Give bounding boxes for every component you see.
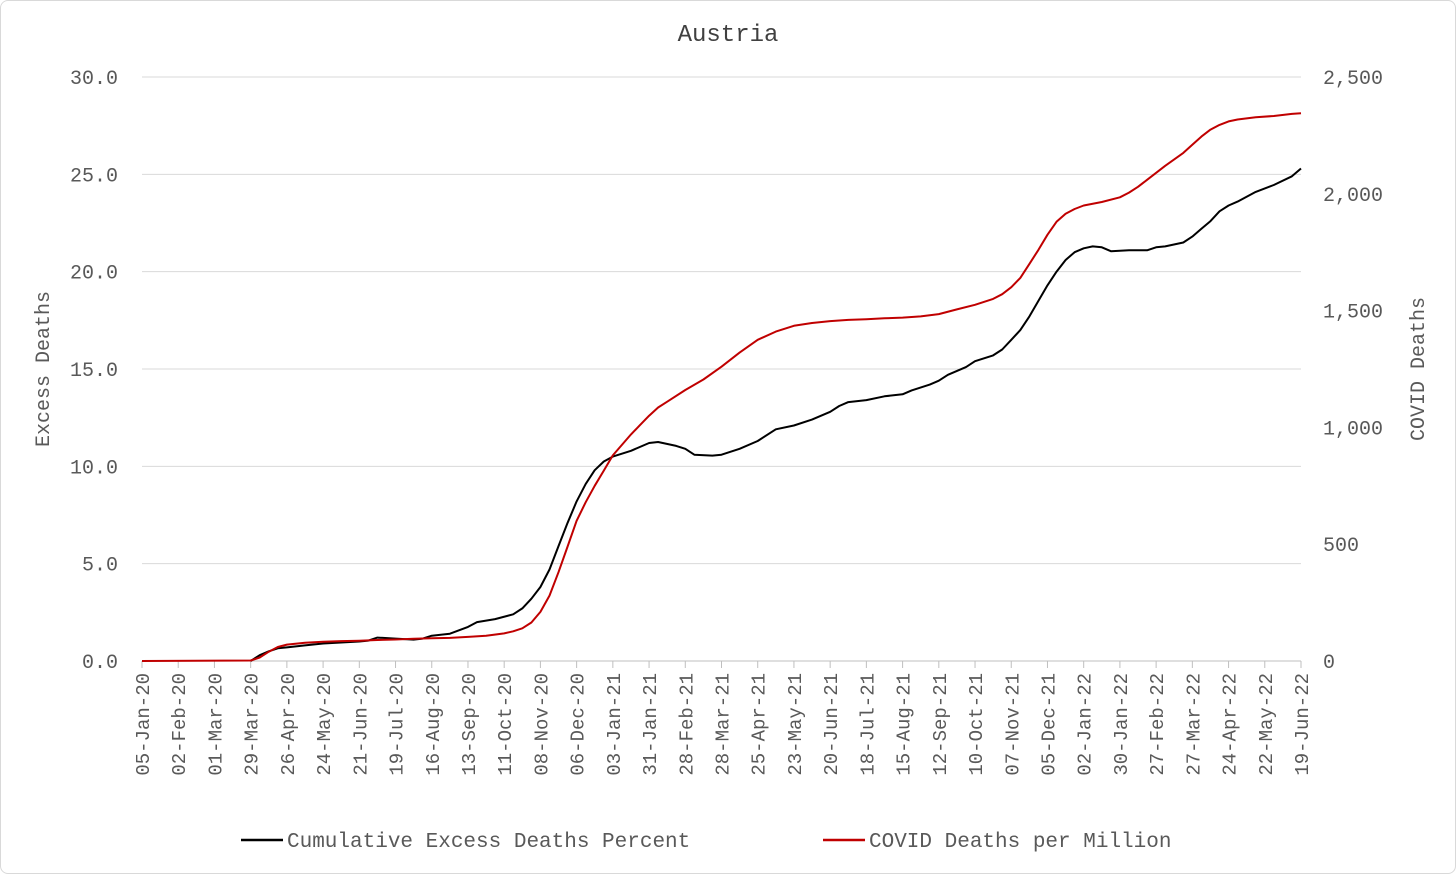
x-tick-label: 18-Jul-21 [857,673,879,776]
left-tick-label: 15.0 [70,360,118,383]
right-axis-ticks: 0 500 1,000 1,500 2,000 2,500 [1323,68,1383,675]
left-tick-label: 30.0 [70,68,118,91]
x-tick-label: 19-Jun-22 [1292,673,1314,776]
x-tick-label: 22-May-22 [1256,673,1278,776]
right-tick-label: 2,000 [1323,185,1383,208]
left-tick-label: 25.0 [70,165,118,188]
chart-title: Austria [678,22,779,49]
x-tick-label: 20-Jun-21 [821,673,843,776]
x-tick-label: 12-Sep-21 [930,673,952,776]
x-axis-ticks: 05-Jan-20 02-Feb-20 01-Mar-20 29-Mar-20 26-A… [133,661,1314,776]
x-tick-label: 19-Jul-20 [387,673,409,776]
x-tick-label: 15-Aug-21 [894,673,916,776]
left-tick-label: 0.0 [82,652,118,675]
x-tick-label: 23-May-21 [785,673,807,776]
right-tick-label: 2,500 [1323,68,1383,91]
x-tick-label: 13-Sep-20 [459,673,481,776]
x-tick-label: 21-Jun-20 [350,673,372,776]
x-tick-label: 26-Apr-20 [278,673,300,776]
x-tick-label: 03-Jan-21 [604,673,626,776]
right-tick-label: 1,500 [1323,302,1383,325]
x-tick-label: 28-Mar-21 [713,673,735,776]
legend-label-covid: COVID Deaths per Million [869,831,1171,854]
gridlines [142,76,1301,662]
x-tick-label: 11-Oct-20 [495,673,517,776]
left-tick-label: 20.0 [70,263,118,286]
x-tick-label: 24-Apr-22 [1220,673,1242,776]
x-tick-label: 02-Feb-20 [169,673,191,776]
x-tick-label: 27-Mar-22 [1183,673,1205,776]
legend: Cumulative Excess Deaths Percent COVID D… [241,831,1171,854]
x-tick-label: 16-Aug-20 [423,673,445,776]
right-tick-label: 1,000 [1323,418,1383,441]
left-tick-label: 5.0 [82,555,118,578]
x-tick-label: 27-Feb-22 [1147,673,1169,776]
x-tick-label: 02-Jan-22 [1075,673,1097,776]
x-tick-label: 05-Jan-20 [133,673,155,776]
right-tick-label: 0 [1323,652,1335,675]
x-tick-label: 28-Feb-21 [676,673,698,776]
x-tick-label: 01-Mar-20 [205,673,227,776]
x-tick-label: 30-Jan-22 [1111,673,1133,776]
left-axis-label: Excess Deaths [33,291,56,447]
covid-deaths-line [141,112,1302,662]
x-tick-label: 25-Apr-21 [749,673,771,776]
x-tick-label: 05-Dec-21 [1038,673,1060,776]
left-axis-ticks: 0.0 5.0 10.0 15.0 20.0 25.0 30.0 [70,68,118,675]
legend-label-excess: Cumulative Excess Deaths Percent [287,831,690,854]
x-tick-label: 31-Jan-21 [640,673,662,776]
x-tick-label: 10-Oct-21 [966,673,988,776]
excess-deaths-line [250,167,1302,662]
x-tick-label: 07-Nov-21 [1002,673,1024,776]
right-tick-label: 500 [1323,535,1359,558]
x-tick-label: 08-Nov-20 [531,673,553,776]
x-tick-label: 29-Mar-20 [242,673,264,776]
x-tick-label: 24-May-20 [314,673,336,776]
left-tick-label: 10.0 [70,457,118,480]
right-axis-label: COVID Deaths [1408,297,1431,441]
series-lines [141,112,1302,662]
x-tick-label: 06-Dec-20 [568,673,590,776]
